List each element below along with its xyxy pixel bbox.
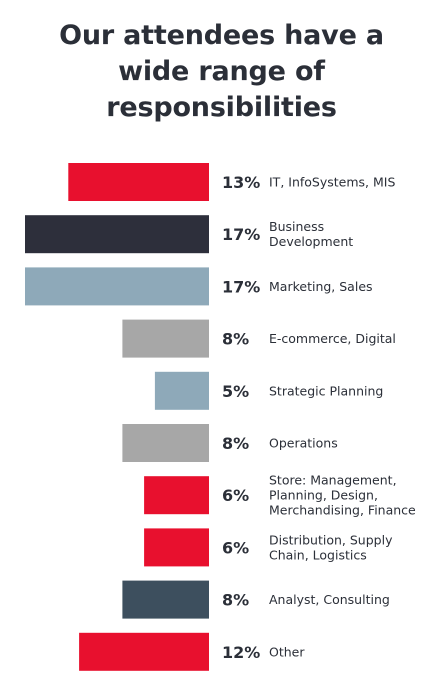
- value-label-7: 6%: [222, 486, 249, 505]
- value-label-5: 5%: [222, 382, 249, 401]
- bar-9: [122, 580, 209, 619]
- chart-title: Our attendees have a wide range of respo…: [0, 18, 443, 126]
- bar-1: [68, 163, 209, 201]
- value-label-1: 13%: [222, 173, 260, 192]
- value-label-3: 17%: [222, 277, 260, 296]
- bar-4: [122, 319, 209, 358]
- category-label-3: Marketing, Sales: [269, 279, 373, 294]
- bar-2: [25, 215, 209, 254]
- title-line-3: responsibilities: [106, 92, 337, 123]
- category-label-5: Strategic Planning: [269, 383, 383, 398]
- category-label-7: Store: Management, Planning, Design, Merch…: [269, 473, 416, 518]
- category-label-9: Analyst, Consulting: [269, 592, 390, 607]
- bar-6: [122, 424, 209, 462]
- bar-7: [144, 476, 209, 515]
- value-label-2: 17%: [222, 225, 260, 244]
- bar-8: [144, 528, 209, 567]
- category-label-4: E-commerce, Digital: [269, 331, 396, 346]
- category-label-10: Other: [269, 644, 305, 659]
- bar-3: [25, 267, 209, 306]
- value-label-10: 12%: [222, 643, 260, 662]
- title-line-2: wide range of: [118, 56, 325, 87]
- category-label-2: Business Development: [269, 219, 353, 249]
- category-label-8: Distribution, Supply Chain, Logistics: [269, 532, 393, 562]
- value-label-8: 6%: [222, 538, 249, 557]
- bar-10: [79, 632, 209, 671]
- title-line-1: Our attendees have a: [59, 20, 384, 51]
- value-label-6: 8%: [222, 434, 249, 453]
- value-label-9: 8%: [222, 591, 249, 610]
- bar-5: [154, 371, 209, 410]
- category-label-1: IT, InfoSystems, MIS: [269, 175, 395, 190]
- value-label-4: 8%: [222, 330, 249, 349]
- category-label-6: Operations: [269, 436, 338, 451]
